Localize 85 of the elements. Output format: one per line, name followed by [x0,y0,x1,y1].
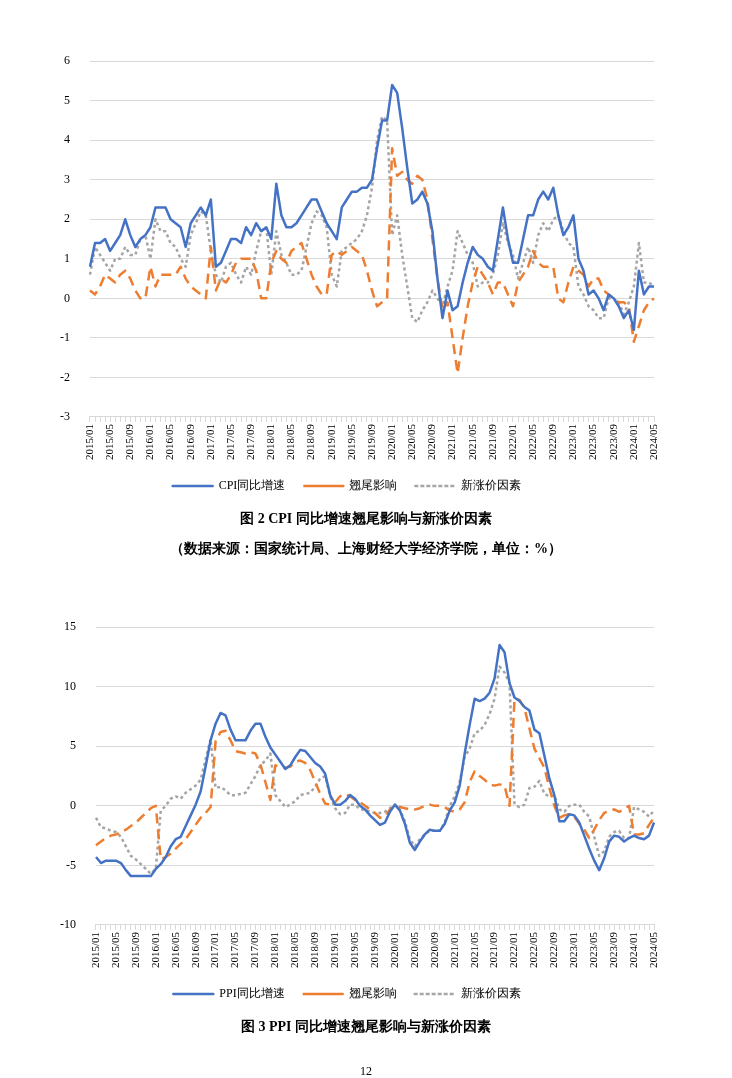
x-tick-label: 2019/05 [347,931,360,969]
y-tick-label: 6 [64,53,70,68]
x-tick-label: 2022/09 [547,931,560,969]
x-tick-label: 2019/01 [328,931,341,969]
x-tick-label: 2023/09 [606,423,619,461]
legend-label: 新涨价因素 [460,986,521,1001]
x-tick-label: 2020/01 [385,423,398,461]
y-tick-label: 3 [64,171,70,186]
x-tick-label: 2024/05 [646,423,659,461]
x-tick-label: 2021/05 [465,423,478,461]
y-tick-label: -1 [60,330,70,345]
y-tick-label: 4 [64,132,70,147]
x-tick-label: 2018/09 [308,931,321,969]
x-tick-label: 2020/05 [407,931,420,969]
x-tick-label: 2016/05 [163,423,176,461]
x-tick-label: 2015/05 [108,931,121,969]
y-tick-label: 0 [64,290,70,305]
legend-label: 翘尾影响 [349,478,398,493]
y-tick-label: 10 [64,678,76,693]
x-tick-label: 2020/01 [387,931,400,969]
x-tick-label: 2021/05 [467,931,480,969]
x-tick-label: 2017/09 [248,931,261,969]
y-tick-label: 2 [64,211,70,226]
x-tick-label: 2023/05 [587,931,600,969]
x-tick-label: 2015/09 [123,423,136,461]
x-tick-label: 2017/09 [244,423,257,461]
x-tick-label: 2015/01 [88,931,101,969]
x-tick-label: 2019/01 [324,423,337,461]
text: 12 [359,1064,373,1078]
x-tick-label: 2022/01 [507,931,520,969]
x-tick-label: 2024/01 [626,423,639,461]
x-tick-label: 2018/09 [304,423,317,461]
x-tick-label: 2016/09 [188,931,201,969]
x-tick-label: 2021/01 [447,931,460,969]
x-tick-label: 2021/01 [445,423,458,461]
x-tick-label: 2023/05 [586,423,599,461]
legend-label: CPI同比增速 [218,478,286,493]
x-tick-label: 2017/05 [228,931,241,969]
x-tick-label: 2020/09 [425,423,438,461]
x-tick-label: 2022/05 [527,931,540,969]
y-tick-label: 1 [64,250,70,265]
x-tick-label: 2023/01 [567,931,580,969]
x-tick-label: 2017/05 [223,423,236,461]
x-tick-label: 2022/01 [505,423,518,461]
x-tick-label: 2016/05 [168,931,181,969]
y-tick-label: 0 [70,798,76,812]
x-tick-label: 2015/01 [82,423,95,461]
x-tick-label: 2019/09 [364,423,377,461]
text: 图 3 PPI 同比增速翘尾影响与新涨价因素 [239,1018,493,1036]
x-tick-label: 2023/01 [566,423,579,461]
y-tick-label: -3 [60,409,70,424]
x-tick-label: 2017/01 [208,931,221,969]
x-tick-label: 2023/09 [607,931,620,969]
x-tick-label: 2018/05 [288,931,301,969]
x-tick-label: 2020/09 [427,931,440,969]
text: 图 2 CPI 同比增速翘尾影响与新涨价因素 [239,510,493,528]
x-tick-label: 2016/01 [143,423,156,461]
x-tick-label: 2016/01 [148,931,161,969]
legend-label: PPI同比增速 [219,986,285,1001]
y-tick-label: 5 [64,92,70,107]
x-tick-label: 2024/01 [626,931,639,969]
y-tick-label: -2 [60,369,70,384]
x-tick-label: 2021/09 [487,931,500,969]
x-tick-label: 2024/05 [646,931,659,969]
legend-label: 翘尾影响 [348,986,397,1001]
x-tick-label: 2018/01 [268,931,281,969]
y-tick-label: -5 [66,857,76,872]
x-tick-label: 2019/05 [344,423,357,461]
x-tick-label: 2019/09 [367,931,380,969]
x-tick-label: 2016/09 [183,423,196,461]
x-tick-label: 2022/05 [526,423,539,461]
y-tick-label: -10 [60,917,76,932]
x-tick-label: 2020/05 [405,423,418,461]
text: （数据来源：国家统计局、上海财经大学经济学院，单位：%） [169,540,563,558]
legend-label: 新涨价因素 [461,478,522,493]
x-tick-label: 2015/05 [103,423,116,461]
x-tick-label: 2022/09 [546,423,559,461]
x-tick-label: 2021/09 [485,423,498,461]
x-tick-label: 2017/01 [203,423,216,461]
x-tick-label: 2018/01 [264,423,277,461]
x-tick-label: 2015/09 [128,931,141,969]
line-series [94,697,656,861]
x-tick-label: 2018/05 [284,423,297,461]
y-tick-label: 5 [70,738,76,753]
y-tick-label: 15 [64,619,76,634]
